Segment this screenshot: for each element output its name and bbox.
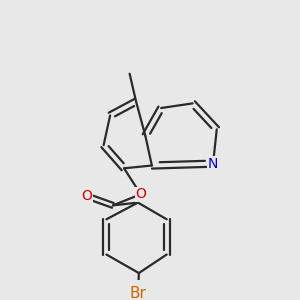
- Text: N: N: [208, 157, 218, 171]
- Text: O: O: [135, 187, 146, 201]
- Text: Br: Br: [130, 286, 146, 300]
- Text: O: O: [82, 189, 92, 203]
